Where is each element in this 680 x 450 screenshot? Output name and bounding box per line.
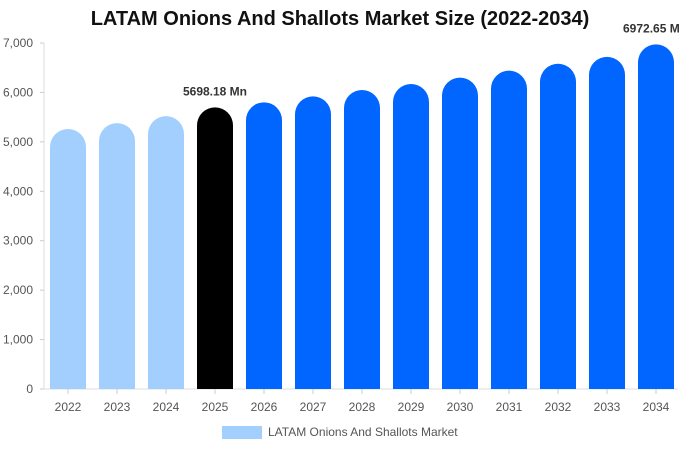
legend: LATAM Onions And Shallots Market xyxy=(222,425,458,439)
chart-labels: 2022 2023 2024 2025 2026 2027 2028 2029 2030 2031… xyxy=(55,21,680,414)
bar-2031 xyxy=(491,70,527,390)
data-label-2034: 6972.65 Mn xyxy=(623,21,680,35)
bar-2025 xyxy=(197,107,233,389)
y-tick-label: 7,000 xyxy=(3,36,33,50)
bar-2028 xyxy=(344,89,380,389)
x-tick-label-2028: 2028 xyxy=(349,400,376,414)
x-tick-label-2025: 2025 xyxy=(202,400,229,414)
legend-swatch xyxy=(222,425,262,439)
x-tick-label-2032: 2032 xyxy=(545,400,572,414)
x-tick-label-2031: 2031 xyxy=(496,400,523,414)
bar-2024 xyxy=(148,116,184,389)
data-label-2025: 5698.18 Mn xyxy=(183,84,247,98)
y-tick-label: 5,000 xyxy=(3,135,33,149)
x-tick-label-2027: 2027 xyxy=(300,400,327,414)
bar-2034 xyxy=(638,44,674,390)
y-tick-label: 6,000 xyxy=(3,85,33,99)
legend-label: LATAM Onions And Shallots Market xyxy=(268,425,458,439)
bar-2023 xyxy=(99,123,135,389)
chart-title: LATAM Onions And Shallots Market Size (2… xyxy=(90,8,590,30)
y-tick-label: 2,000 xyxy=(3,283,33,297)
bar-2029 xyxy=(393,84,429,390)
bar-2026 xyxy=(246,102,282,390)
y-tick-label: 0 xyxy=(26,382,33,396)
x-tick-label-2026: 2026 xyxy=(251,400,278,414)
bar-2032 xyxy=(540,63,576,389)
x-tick-label-2030: 2030 xyxy=(447,400,474,414)
x-tick-label-2029: 2029 xyxy=(398,400,425,414)
x-tick-label-2024: 2024 xyxy=(153,400,180,414)
y-tick-label: 1,000 xyxy=(3,333,33,347)
bar-2033 xyxy=(589,56,625,390)
x-tick-label-2034: 2034 xyxy=(643,400,670,414)
bar-2027 xyxy=(295,96,331,389)
x-tick-label-2033: 2033 xyxy=(594,400,621,414)
chart-bars xyxy=(50,44,674,390)
x-tick-label-2022: 2022 xyxy=(55,400,82,414)
y-tick-label: 3,000 xyxy=(3,234,33,248)
x-tick-label-2023: 2023 xyxy=(104,400,131,414)
bar-2030 xyxy=(442,77,478,389)
bar-2022 xyxy=(50,129,86,389)
y-tick-label: 4,000 xyxy=(3,184,33,198)
